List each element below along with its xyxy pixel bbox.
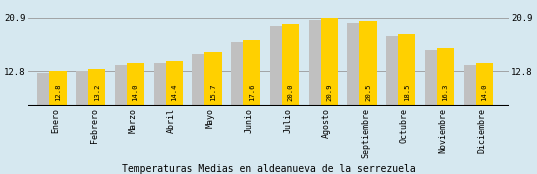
Bar [127,64,144,106]
Bar [359,21,376,106]
Bar [76,71,93,106]
Text: 20.0: 20.0 [287,84,293,101]
Bar [386,36,403,106]
Bar [231,42,248,106]
Text: 14.4: 14.4 [171,84,177,101]
Bar [205,52,222,106]
Text: 20.5: 20.5 [365,84,371,101]
Bar [463,65,481,106]
Text: 12.8: 12.8 [55,84,61,101]
Bar [270,26,287,106]
Text: 17.6: 17.6 [249,84,255,101]
Bar [88,69,105,106]
Text: 14.0: 14.0 [133,84,139,101]
Bar [165,61,183,106]
Bar [115,65,132,106]
Bar [321,18,338,106]
Bar [347,23,365,106]
Text: 18.5: 18.5 [404,84,410,101]
Text: 15.7: 15.7 [210,84,216,101]
Bar [309,20,326,106]
Bar [282,24,299,106]
Text: 14.0: 14.0 [481,84,487,101]
Bar [154,63,171,106]
Bar [398,34,415,106]
Text: 16.3: 16.3 [442,84,448,101]
Bar [37,73,54,106]
Bar [437,48,454,106]
Bar [425,50,442,106]
Bar [476,64,493,106]
Bar [49,71,67,106]
Bar [192,54,209,106]
Text: 13.2: 13.2 [93,84,100,101]
Text: 20.9: 20.9 [326,84,332,101]
Text: Temperaturas Medias en aldeanueva de la serrezuela: Temperaturas Medias en aldeanueva de la … [121,164,416,174]
Bar [243,40,260,106]
